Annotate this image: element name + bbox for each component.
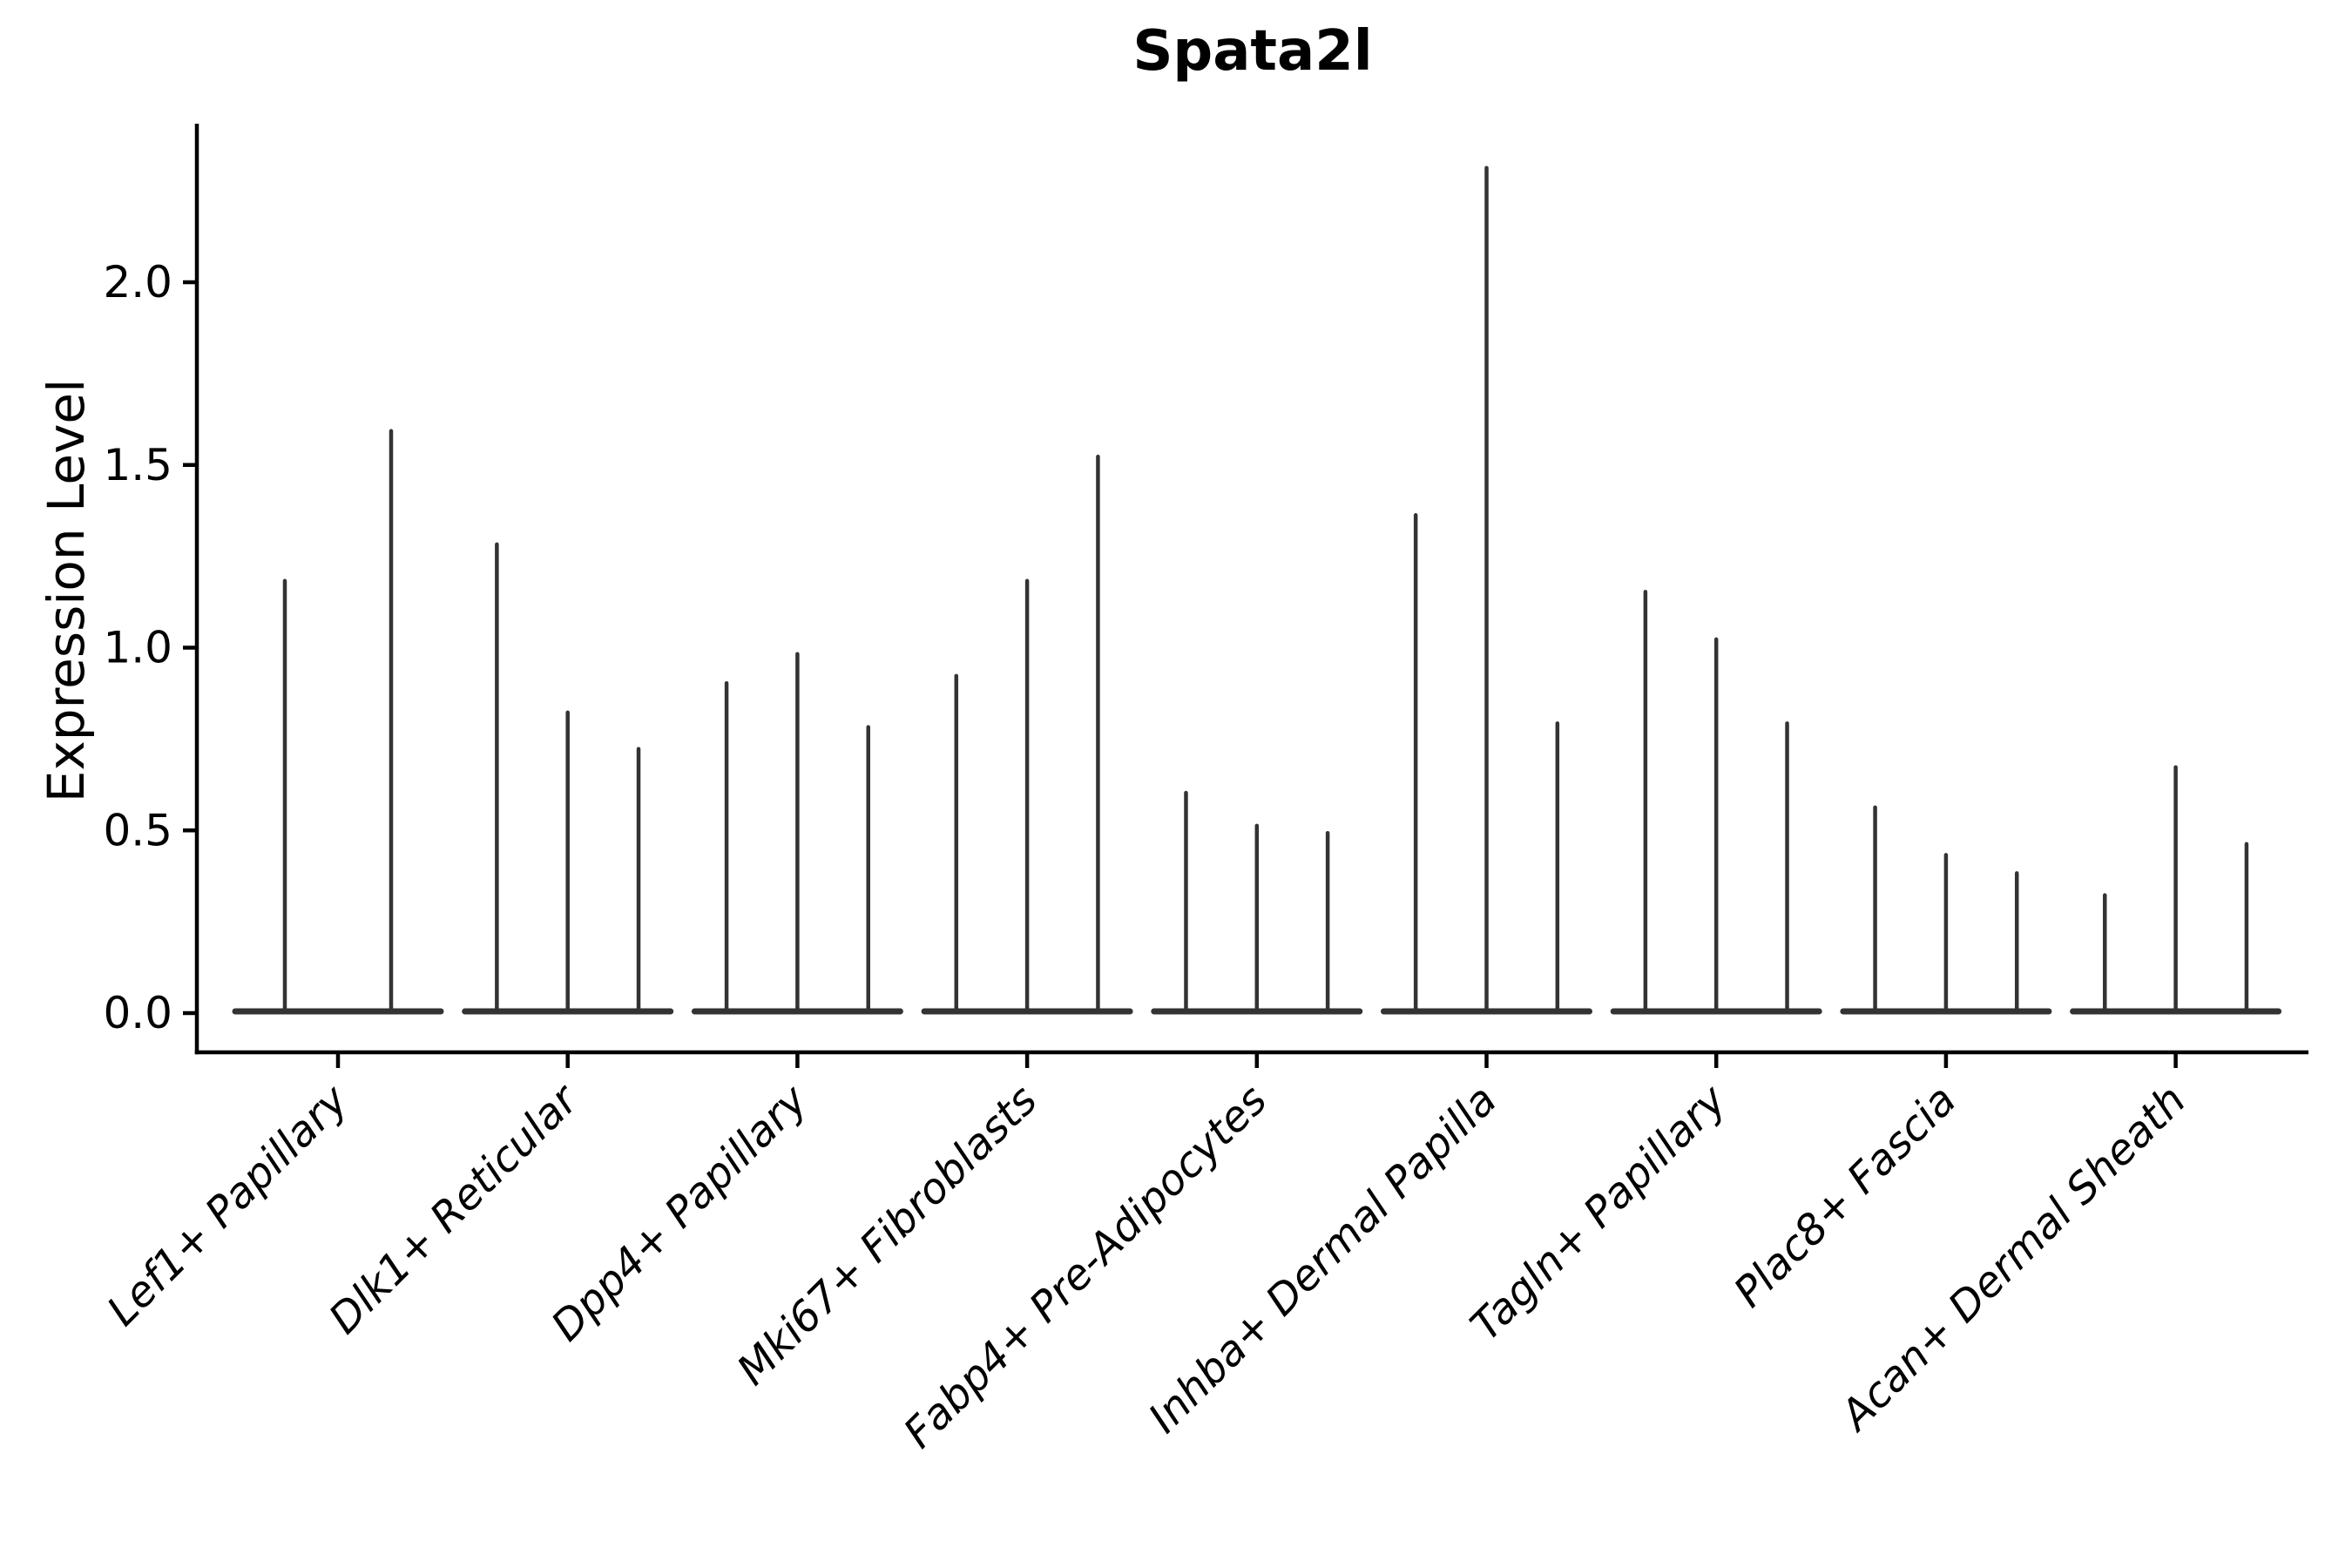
x-tick-label: Dpp4+ Papillary: [542, 1075, 817, 1350]
violin-group: [232, 429, 444, 1015]
violin-group: [921, 454, 1133, 1015]
y-tick-label: 2.0: [103, 257, 172, 308]
x-tick-label: Lef1+ Papillary: [98, 1075, 358, 1335]
x-tick-label: Dlk1+ Reticular: [320, 1074, 590, 1344]
chart-title: Spata2l: [1132, 19, 1373, 84]
x-tick-label: Fabp4+ Pre-Adipocytes: [895, 1076, 1277, 1458]
violin-group: [2070, 765, 2282, 1015]
x-tick-label: Tagln+ Papillary: [1461, 1075, 1736, 1350]
violin-group: [691, 652, 903, 1015]
y-tick-label: 1.0: [103, 623, 172, 673]
violin-group: [1610, 590, 1822, 1015]
violin-group: [1381, 166, 1592, 1015]
violin-group: [462, 542, 674, 1015]
violin-group: [1840, 805, 2052, 1015]
x-tick-label: Plac8+ Fascia: [1725, 1076, 1966, 1317]
y-tick-label: 0.5: [103, 805, 172, 855]
y-tick-label: 1.5: [103, 440, 172, 490]
y-tick-label: 0.0: [103, 988, 172, 1038]
violin-group: [1151, 790, 1363, 1015]
